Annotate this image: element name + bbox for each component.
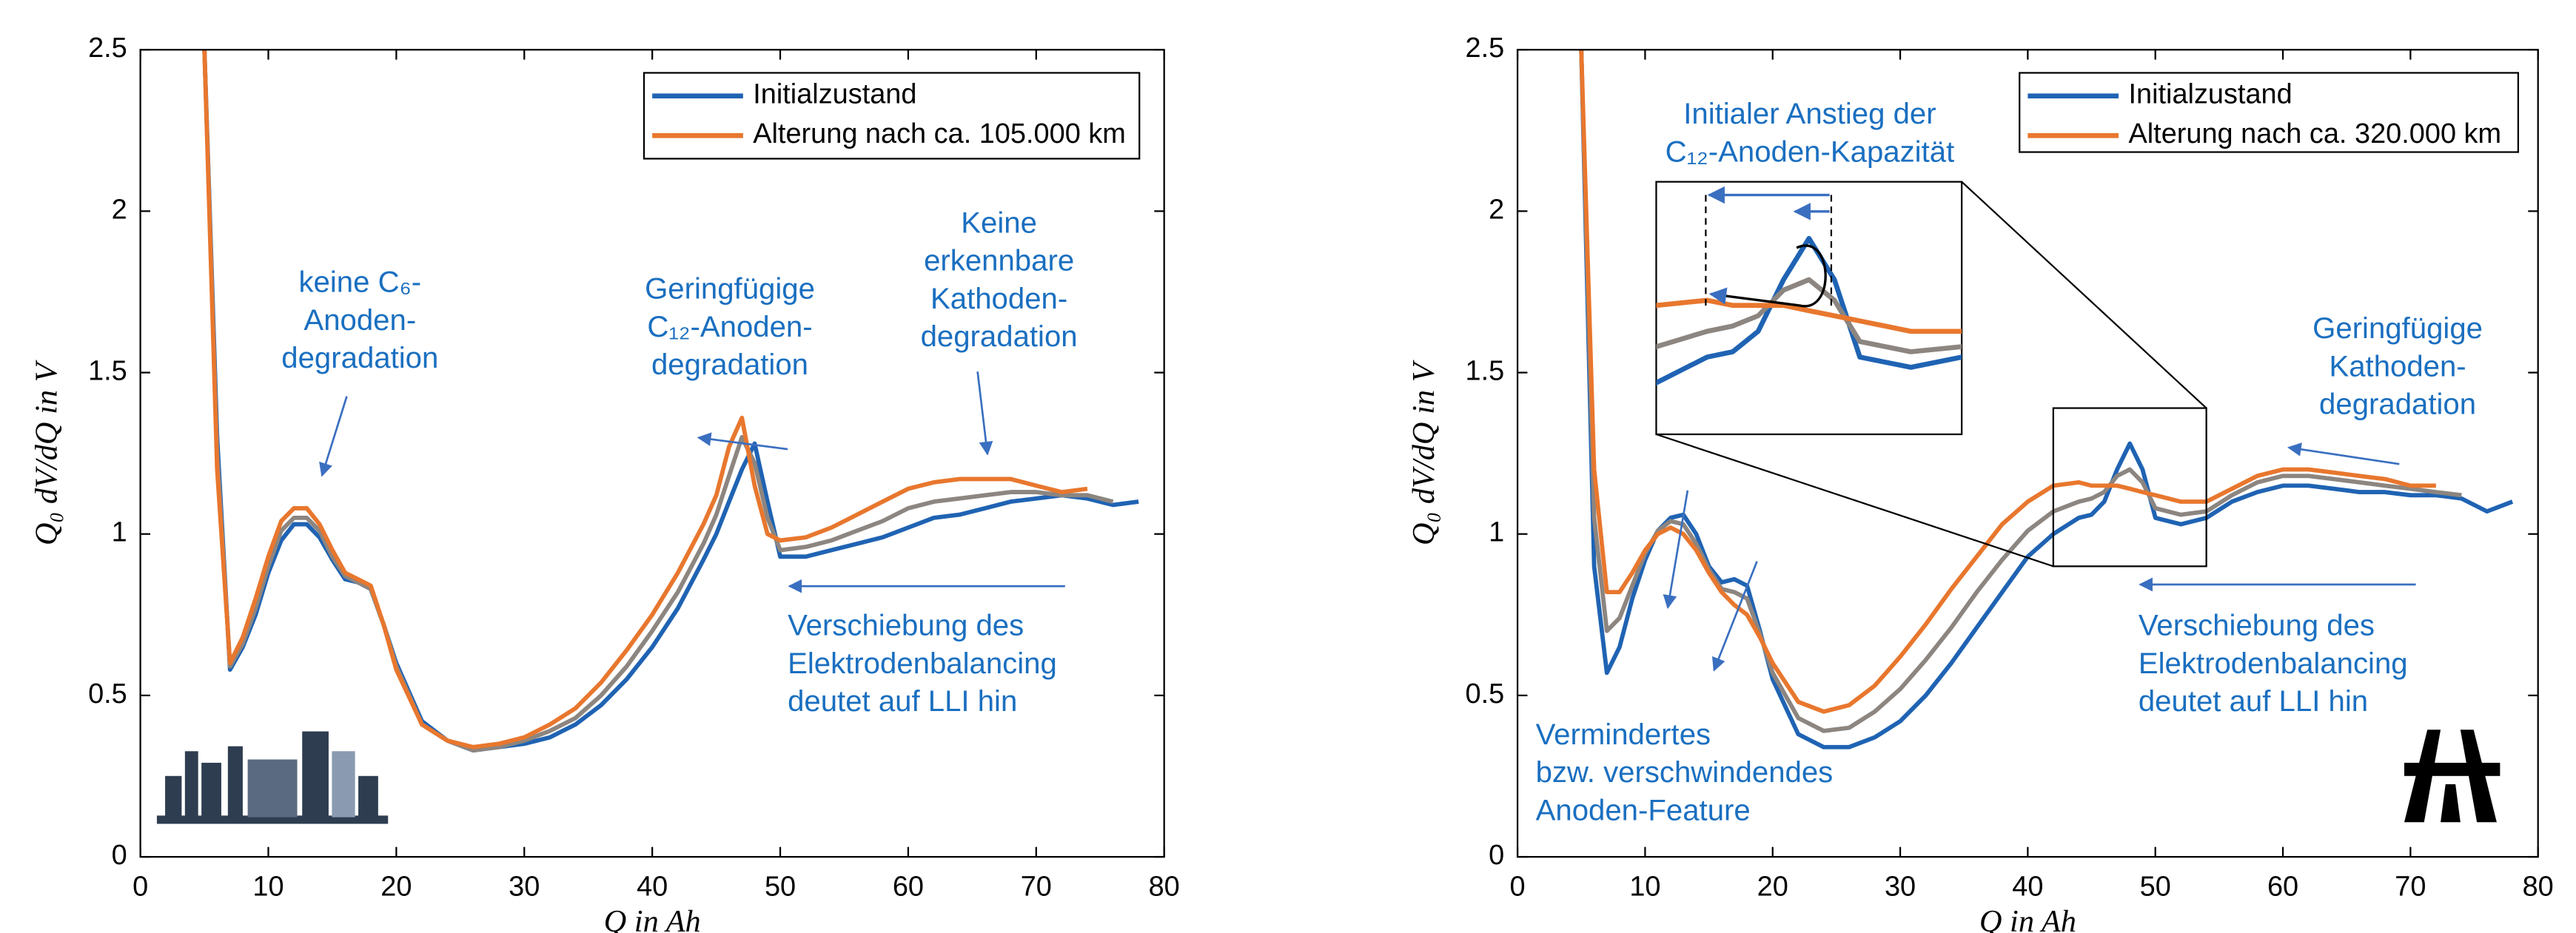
legend-label: Initialzustand — [753, 79, 916, 110]
annotation: Kathoden- — [2329, 349, 2466, 383]
highway-icon — [2404, 730, 2500, 822]
x-axis-label: Q in Ah — [604, 904, 701, 933]
y-axis-label: Q₀ dV/dQ in V — [30, 360, 64, 545]
legend-label: Initialzustand — [2128, 79, 2292, 110]
y-tick-label: 1.5 — [88, 356, 127, 387]
annotation: bzw. verschwindendes — [1536, 755, 1834, 789]
annotation-arrow — [2289, 448, 2399, 464]
legend-label: Alterung nach ca. 105.000 km — [753, 118, 1126, 149]
annotation: keine C₆- — [298, 266, 421, 299]
x-axis-label: Q in Ah — [1979, 904, 2076, 933]
annotation: Verschiebung des — [2139, 609, 2375, 642]
x-tick-label: 40 — [637, 871, 668, 902]
x-tick-label: 80 — [2523, 871, 2554, 902]
y-tick-label: 0 — [112, 840, 127, 871]
axes-frame — [141, 50, 1164, 857]
x-tick-label: 50 — [2140, 871, 2171, 902]
x-tick-label: 0 — [1510, 871, 1526, 902]
annotation: Geringfügige — [2312, 311, 2483, 345]
y-tick-label: 1.5 — [1466, 356, 1505, 387]
annotation: Anoden-Feature — [1536, 793, 1751, 826]
annotation: Elektrodenbalancing — [2139, 647, 2408, 680]
y-tick-label: 0 — [1489, 840, 1504, 871]
zoom-connector — [1962, 182, 2206, 408]
annotation: degradation — [281, 341, 438, 374]
x-tick-label: 70 — [2395, 871, 2426, 902]
annotation: deutet auf LLI hin — [2139, 684, 2368, 718]
y-tick-label: 2.5 — [88, 33, 127, 64]
x-tick-label: 60 — [2267, 871, 2298, 902]
city-icon — [157, 732, 388, 824]
annotation: erkennbare — [924, 244, 1074, 277]
annotation: Keine — [961, 206, 1037, 239]
x-tick-label: 20 — [380, 871, 412, 902]
annotation: Kathoden- — [930, 282, 1067, 315]
annotation: Initialer Anstieg der — [1683, 97, 1936, 130]
legend-label: Alterung nach ca. 320.000 km — [2128, 118, 2501, 149]
page: 0102030405060708000.511.522.5Q in AhQ₀ d… — [0, 0, 2576, 933]
x-tick-label: 80 — [1149, 871, 1180, 902]
figure: 0102030405060708000.511.522.5Q in AhQ₀ d… — [0, 0, 2576, 933]
annotation-arrow — [322, 397, 346, 476]
annotation-arrow — [1668, 491, 1688, 607]
y-tick-label: 1 — [1489, 517, 1504, 548]
annotation: Verschiebung des — [788, 609, 1024, 642]
x-tick-label: 10 — [252, 871, 284, 902]
x-tick-label: 50 — [765, 871, 796, 902]
x-tick-label: 30 — [1885, 871, 1916, 902]
y-tick-label: 2 — [1489, 194, 1504, 225]
annotation: degradation — [921, 320, 1078, 353]
x-tick-label: 0 — [133, 871, 148, 902]
x-tick-label: 10 — [1629, 871, 1660, 902]
annotation: Elektrodenbalancing — [788, 647, 1057, 680]
annotation-arrow — [978, 371, 987, 454]
annotation: C₁₂-Anoden-Kapazität — [1666, 135, 1955, 168]
x-tick-label: 70 — [1021, 871, 1052, 902]
x-tick-label: 30 — [509, 871, 540, 902]
y-axis-label: Q₀ dV/dQ in V — [1406, 360, 1441, 545]
annotation: Anoden- — [303, 303, 416, 337]
x-tick-label: 40 — [2012, 871, 2043, 902]
y-tick-label: 1 — [112, 517, 127, 548]
annotation: Geringfügige — [645, 272, 815, 306]
y-tick-label: 2 — [112, 194, 127, 225]
y-tick-label: 2.5 — [1466, 33, 1505, 64]
y-tick-label: 0.5 — [88, 678, 127, 710]
annotation: C₁₂-Anoden- — [647, 310, 812, 343]
annotation: degradation — [2319, 388, 2476, 421]
annotation: Vermindertes — [1536, 718, 1711, 751]
annotation: deutet auf LLI hin — [788, 684, 1017, 718]
inset-frame — [1656, 182, 1962, 434]
x-tick-label: 20 — [1757, 871, 1788, 902]
annotation: degradation — [651, 348, 808, 381]
x-tick-label: 60 — [893, 871, 924, 902]
y-tick-label: 0.5 — [1466, 678, 1505, 710]
zoom-connector — [1656, 434, 2053, 566]
